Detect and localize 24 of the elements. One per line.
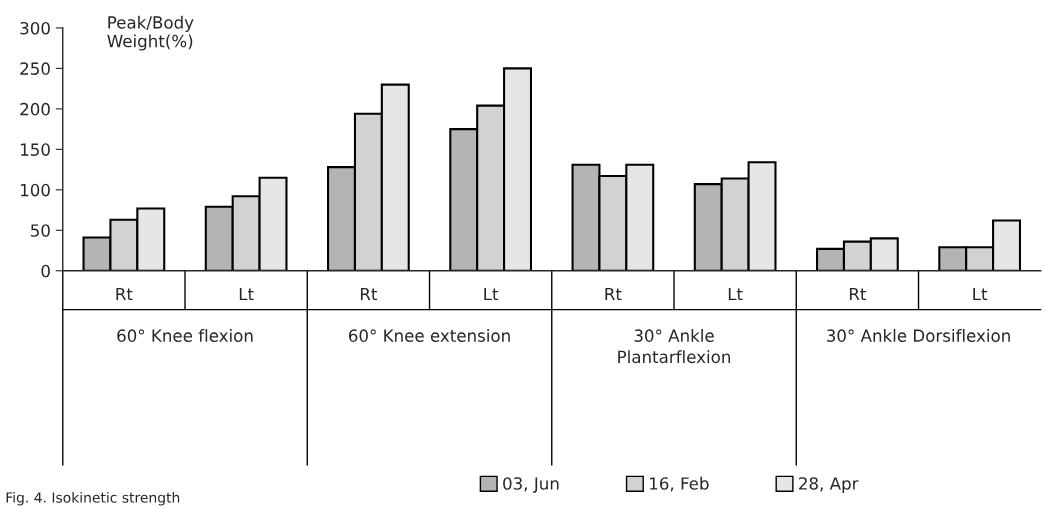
x-tick-label: Lt bbox=[973, 287, 988, 301]
y-axis-title: Peak/Body Weight(%) bbox=[107, 15, 194, 51]
x-tick-label: Rt bbox=[116, 287, 133, 301]
y-tick-label: 0 bbox=[41, 264, 50, 278]
y-tick-label: 250 bbox=[20, 62, 50, 75]
y-tick-label: 100 bbox=[20, 183, 50, 197]
text: 60° Knee extension bbox=[348, 329, 510, 342]
x-tick-label: Rt bbox=[360, 287, 378, 301]
x-tick-label: Lt bbox=[728, 287, 743, 301]
text: 30° Ankle Plantarflexion bbox=[618, 329, 730, 364]
y-tick-label: 200 bbox=[20, 102, 50, 116]
text: 30° Ankle Dorsiflexion bbox=[827, 329, 1010, 342]
legend-label: 28, Apr bbox=[799, 477, 859, 493]
x-tick-label: Lt bbox=[484, 287, 499, 301]
x-tick-label: Lt bbox=[239, 287, 254, 301]
legend-label: 03, Jun bbox=[503, 477, 559, 493]
y-tick-label: 150 bbox=[20, 143, 50, 156]
y-tick-label: 300 bbox=[20, 21, 50, 35]
y-tick-label: 50 bbox=[31, 224, 50, 237]
x-tick-label: Rt bbox=[605, 287, 622, 301]
x-tick-label: Rt bbox=[849, 287, 867, 301]
text: 60° Knee flexion bbox=[117, 329, 253, 342]
caption: Fig. 4. Isokinetic strength bbox=[6, 492, 180, 506]
legend-label: 16, Feb bbox=[650, 476, 709, 492]
